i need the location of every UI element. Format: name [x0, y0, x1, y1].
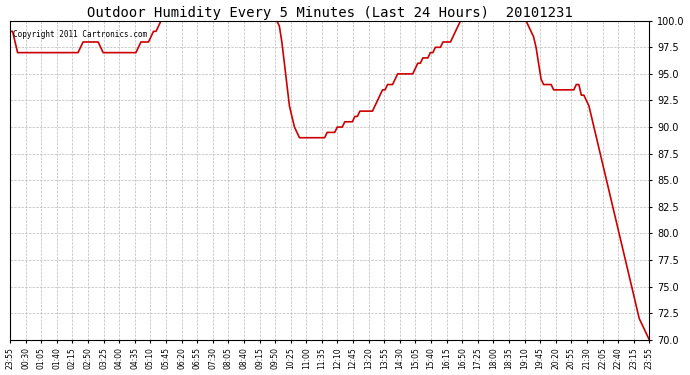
Title: Outdoor Humidity Every 5 Minutes (Last 24 Hours)  20101231: Outdoor Humidity Every 5 Minutes (Last 2… [87, 6, 573, 20]
Text: Copyright 2011 Cartronics.com: Copyright 2011 Cartronics.com [13, 30, 148, 39]
